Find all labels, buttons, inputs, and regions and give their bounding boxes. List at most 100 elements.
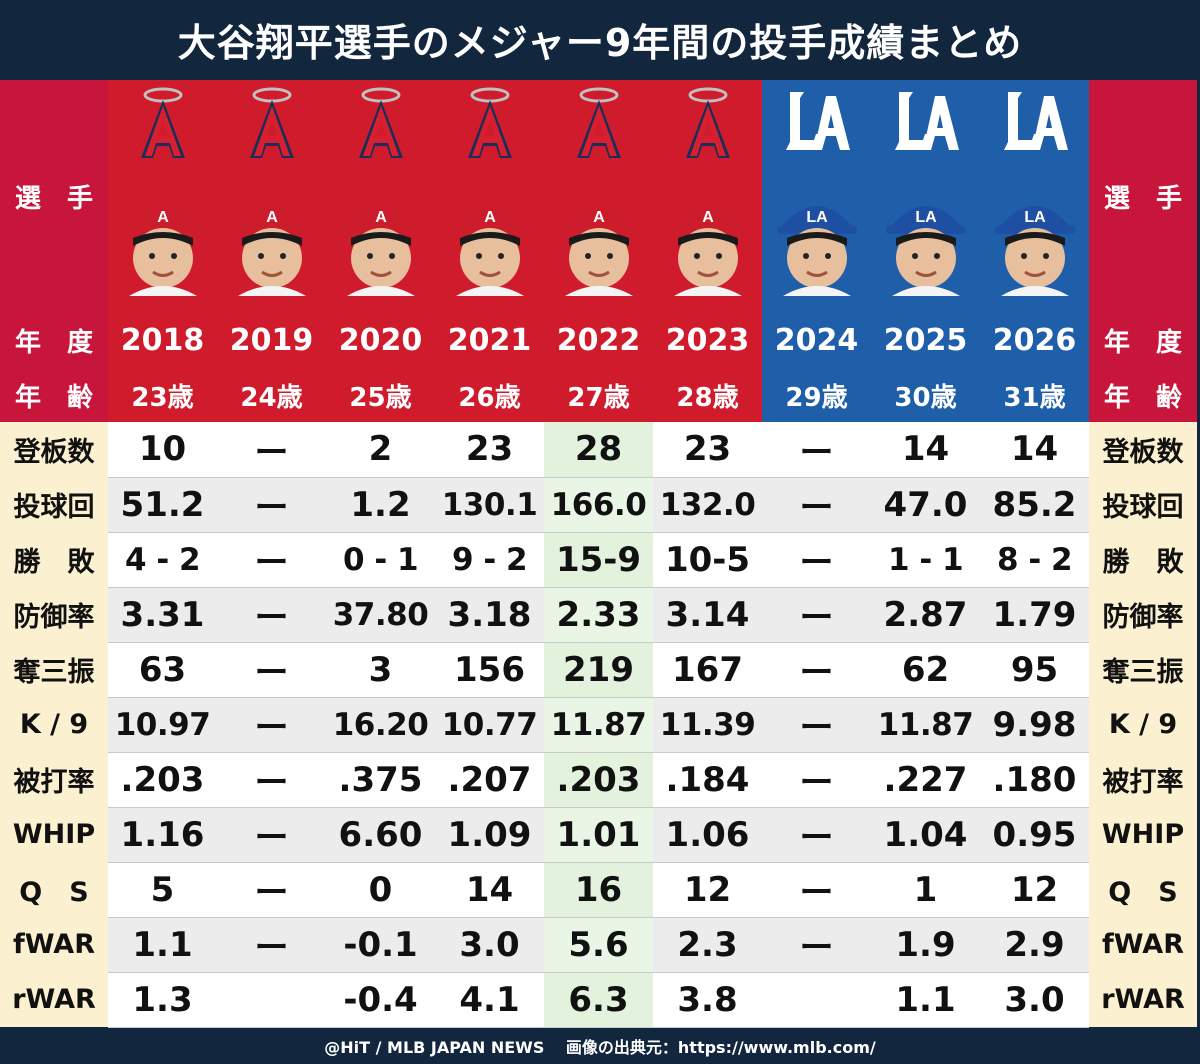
stat-value-2024	[762, 972, 871, 1028]
player-photo-2019: A	[217, 80, 326, 312]
stat-value-2026: 9.98	[980, 697, 1089, 753]
age-cell: 31歳	[980, 368, 1089, 422]
player-photo-2026: LA	[980, 80, 1089, 312]
angels-logo-icon	[108, 86, 217, 164]
stat-value-2018: 1.3	[108, 972, 217, 1028]
stat-value-2021: 156	[435, 642, 544, 698]
stat-value-2023: .184	[653, 752, 762, 808]
year-label-right: 年 度	[1089, 312, 1197, 368]
year-row: 年 度 2018 2019 2020 2021 2022 2023 2024 2025 2026…	[0, 312, 1197, 368]
stat-value-2021: 23	[435, 422, 544, 478]
age-cell: 23歳	[108, 368, 217, 422]
stat-value-2021: 3.0	[435, 917, 544, 973]
stat-value-2019: ー	[217, 697, 326, 753]
stat-value-2019: ー	[217, 752, 326, 808]
angels-logo-icon	[217, 86, 326, 164]
year-cell: 2019	[217, 312, 326, 368]
stat-value-2019: ー	[217, 642, 326, 698]
svg-text:LA: LA	[1024, 209, 1046, 226]
stat-label-left: rWAR	[0, 972, 108, 1027]
stat-value-2024: ー	[762, 697, 871, 753]
dodgers-logo-icon	[762, 86, 871, 164]
stat-value-2020: 2	[326, 422, 435, 478]
stat-value-2025: 2.87	[871, 587, 980, 643]
stat-label-left: K / 9	[0, 697, 108, 752]
stat-value-2018: 10	[108, 422, 217, 478]
stat-row: WHIP 1.16 ー 6.60 1.09 1.01 1.06 ー 1.04 0.95 WHIP	[0, 807, 1197, 863]
stat-label-left: fWAR	[0, 917, 108, 972]
stat-value-2020: 0	[326, 862, 435, 918]
stat-value-2025: 1.04	[871, 807, 980, 863]
stat-value-2026: 12	[980, 862, 1089, 918]
stat-value-2023: 3.8	[653, 972, 762, 1028]
stat-row: rWAR 1.3 -0.4 4.1 6.3 3.8 1.1 3.0 rWAR	[0, 972, 1197, 1028]
stat-value-2023: 132.0	[653, 477, 762, 533]
stat-value-2024: ー	[762, 917, 871, 973]
year-cell: 2018	[108, 312, 217, 368]
stat-value-2020: 3	[326, 642, 435, 698]
stat-value-2022: 219	[544, 642, 653, 698]
stat-label-left: WHIP	[0, 807, 108, 862]
stat-value-2025: 1	[871, 862, 980, 918]
stat-value-2021: 1.09	[435, 807, 544, 863]
stat-value-2024: ー	[762, 587, 871, 643]
player-photo-2021: A	[435, 80, 544, 312]
stat-value-2018: 63	[108, 642, 217, 698]
stat-row: 奪三振 63 ー 3 156 219 167 ー 62 95 奪三振	[0, 642, 1197, 698]
player-portrait-icon: A	[442, 176, 538, 300]
stat-label-left: 登板数	[0, 422, 108, 477]
stat-row: Q S 5 ー 0 14 16 12 ー 1 12 Q S	[0, 862, 1197, 918]
stat-label-left: 奪三振	[0, 642, 108, 697]
stat-value-2023: 10-5	[653, 532, 762, 588]
stat-label-left: 投球回	[0, 477, 108, 532]
player-photo-row: 選 手 A A A A A A LA LA LA 選 手	[0, 80, 1197, 312]
svg-text:A: A	[484, 209, 496, 226]
year-cell: 2021	[435, 312, 544, 368]
stat-value-2019: ー	[217, 917, 326, 973]
stat-row: 被打率 .203 ー .375.207.203.184 ー .227.180 被打率	[0, 752, 1197, 808]
stat-value-2025: 1.1	[871, 972, 980, 1028]
stat-value-2023: 2.3	[653, 917, 762, 973]
stat-row: 投球回 51.2 ー 1.2 130.1 166.0 132.0 ー 47.0 85.2 投球回	[0, 477, 1197, 533]
stat-value-2020: 37.80	[326, 587, 435, 643]
svg-text:A: A	[702, 209, 714, 226]
stat-value-2023: 11.39	[653, 697, 762, 753]
stat-label-right: 被打率	[1089, 752, 1197, 807]
stat-value-2021: 14	[435, 862, 544, 918]
player-photo-2020: A	[326, 80, 435, 312]
player-portrait-icon: A	[660, 176, 756, 300]
stat-value-2026: 2.9	[980, 917, 1089, 973]
age-cell: 25歳	[326, 368, 435, 422]
stat-value-2022: 6.3	[544, 972, 653, 1028]
age-cell: 27歳	[544, 368, 653, 422]
stat-label-right: fWAR	[1089, 917, 1197, 972]
stat-value-2023: 1.06	[653, 807, 762, 863]
player-portrait-icon: LA	[769, 176, 865, 300]
stat-value-2022: 166.0	[544, 477, 653, 533]
stat-value-2026: 95	[980, 642, 1089, 698]
player-photo-2018: A	[108, 80, 217, 312]
stat-value-2024: ー	[762, 422, 871, 478]
stat-value-2025: 1.9	[871, 917, 980, 973]
stat-value-2022: 1.01	[544, 807, 653, 863]
stat-value-2018: 3.31	[108, 587, 217, 643]
year-cell: 2023	[653, 312, 762, 368]
stat-value-2021: 9 - 2	[435, 532, 544, 588]
stat-value-2026: 85.2	[980, 477, 1089, 533]
stat-value-2021: .207	[435, 752, 544, 808]
stat-value-2024: ー	[762, 862, 871, 918]
svg-text:A: A	[593, 209, 605, 226]
stat-value-2019: ー	[217, 587, 326, 643]
stat-value-2022: 5.6	[544, 917, 653, 973]
stat-value-2024: ー	[762, 477, 871, 533]
stat-value-2019: ー	[217, 532, 326, 588]
stat-label-right: rWAR	[1089, 972, 1197, 1027]
stat-value-2020: 0 - 1	[326, 532, 435, 588]
age-row: 年 齢 23歳 24歳 25歳 26歳 27歳 28歳 29歳 30歳 31歳年 齢	[0, 368, 1197, 422]
dodgers-logo-icon	[871, 86, 980, 164]
stat-value-2024: ー	[762, 642, 871, 698]
age-cell: 26歳	[435, 368, 544, 422]
player-portrait-icon: A	[224, 176, 320, 300]
stat-value-2024: ー	[762, 532, 871, 588]
stat-label-right: WHIP	[1089, 807, 1197, 862]
